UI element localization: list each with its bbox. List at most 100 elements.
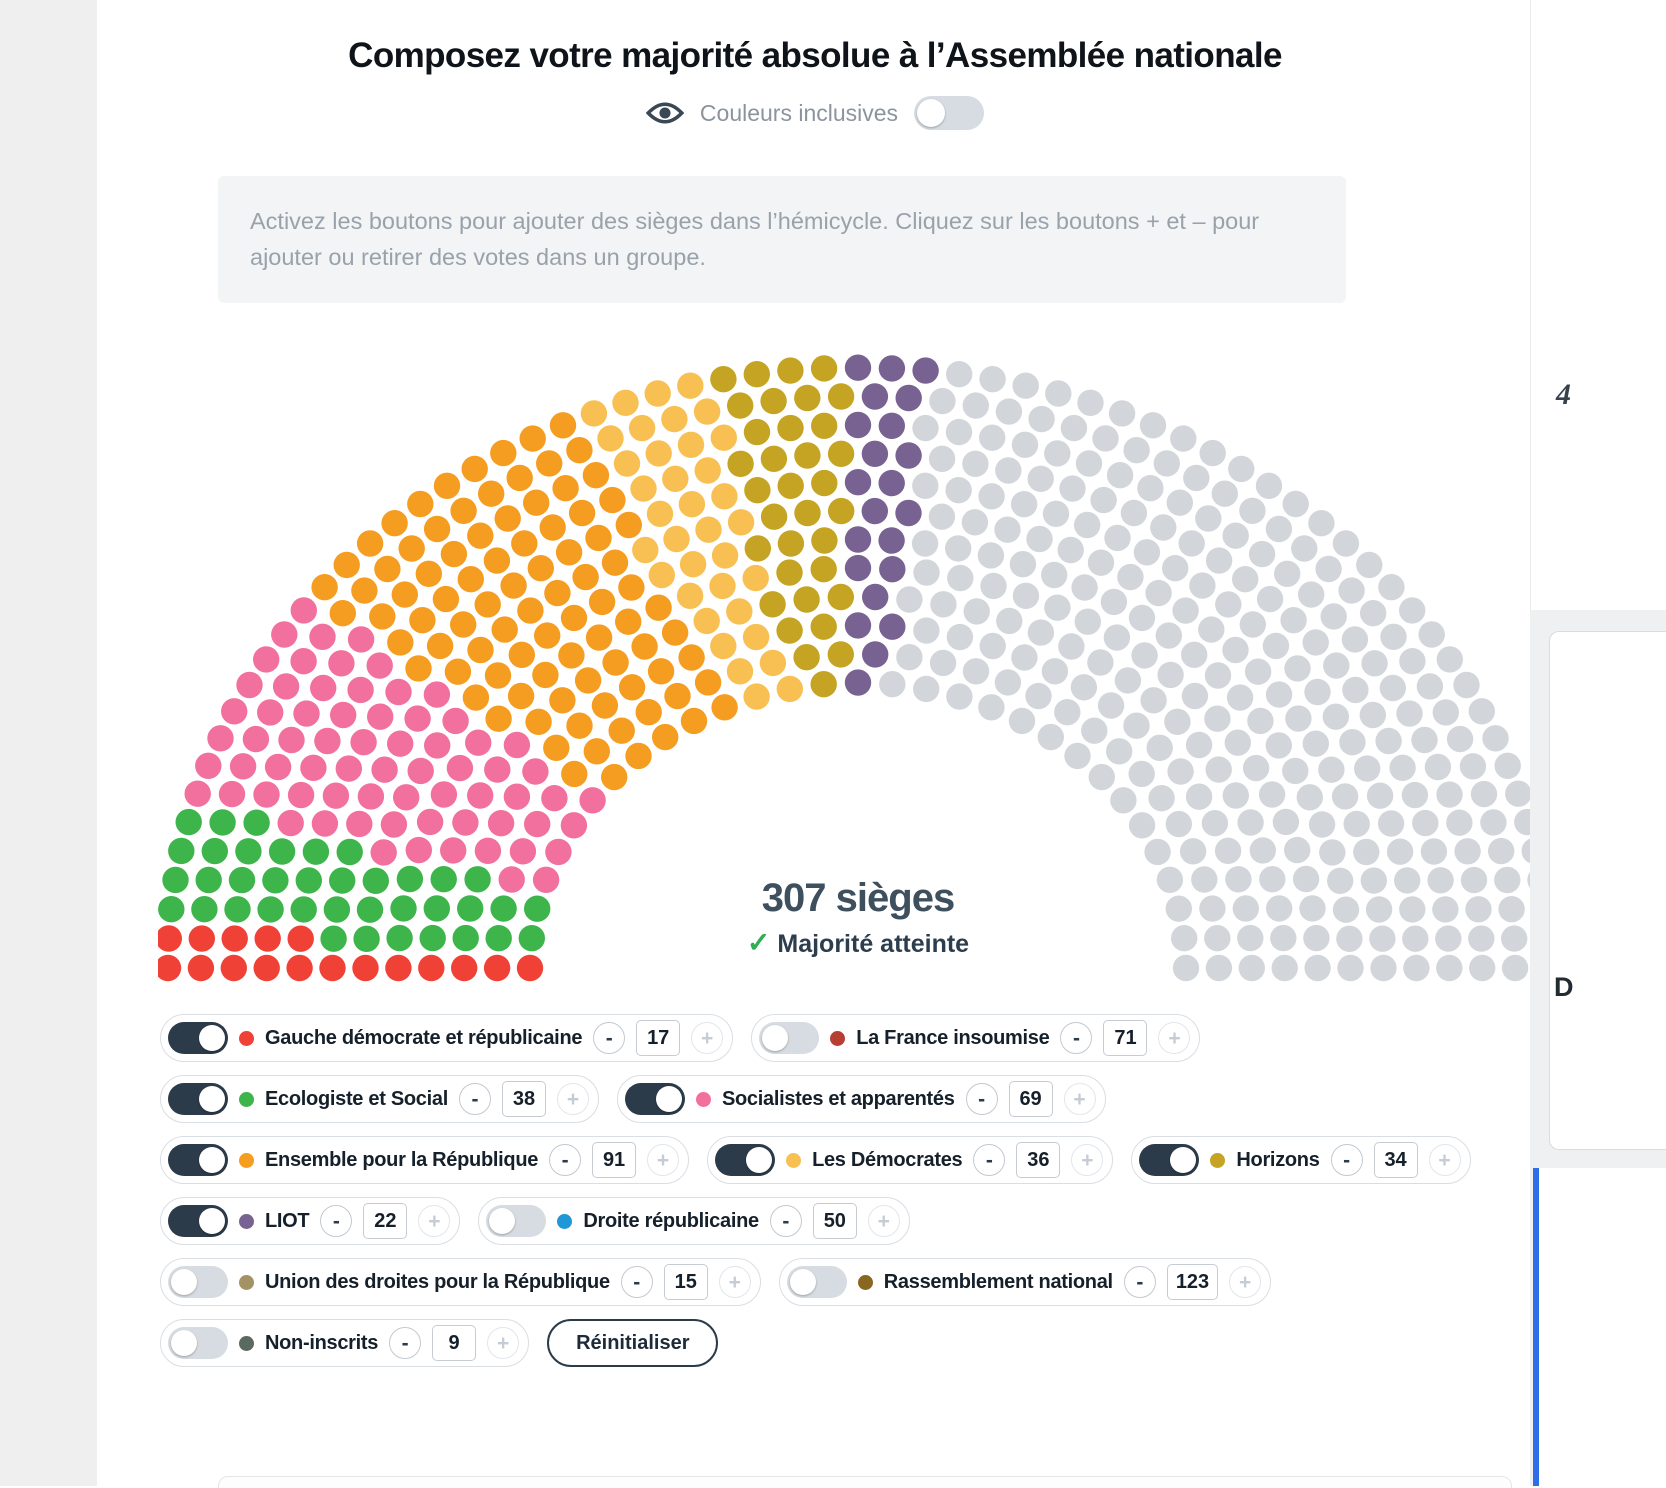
plus-button[interactable]: + — [556, 1083, 589, 1115]
group-toggle-liot[interactable] — [168, 1205, 228, 1237]
minus-button[interactable]: - — [320, 1205, 353, 1237]
seat-dot — [423, 681, 451, 708]
seat-dot — [947, 564, 974, 592]
group-toggle-udr[interactable] — [168, 1266, 228, 1298]
group-label: Non-inscrits — [265, 1331, 379, 1354]
seat-dot — [777, 472, 804, 499]
group-label: Socialistes et apparentés — [721, 1087, 955, 1110]
minus-button[interactable]: - — [1330, 1144, 1363, 1176]
plus-button[interactable]: + — [867, 1205, 900, 1237]
seat-dot — [390, 895, 417, 922]
group-toggle-rn[interactable] — [786, 1266, 847, 1298]
seat-dot — [418, 954, 445, 982]
reset-button[interactable]: Réinitialiser — [547, 1319, 719, 1367]
legend-row: Gauche démocrate et républicaine -17 + La F… — [160, 1014, 1471, 1062]
seat-dot — [694, 669, 722, 696]
seat-dot — [1427, 867, 1454, 894]
group-toggle-dem[interactable] — [715, 1144, 776, 1176]
seat-dot — [1501, 954, 1529, 982]
seat-dot — [583, 738, 610, 765]
group-control-eco: Ecologiste et Social -38 + — [160, 1075, 599, 1123]
plus-button[interactable]: + — [1428, 1144, 1461, 1176]
seat-dot — [644, 380, 671, 407]
minus-button[interactable]: - — [458, 1083, 491, 1115]
group-control-liot: LIOT -22 + — [160, 1197, 461, 1245]
group-count: 123 — [1166, 1264, 1219, 1300]
seat-dot — [1501, 925, 1528, 952]
seat-dot — [601, 549, 629, 576]
minus-button[interactable]: - — [389, 1327, 422, 1359]
minus-button[interactable]: - — [965, 1083, 998, 1115]
plus-button[interactable]: + — [487, 1327, 520, 1359]
minus-button[interactable]: - — [593, 1022, 626, 1054]
group-toggle-gdr[interactable] — [168, 1022, 228, 1054]
seat-dot — [1057, 536, 1084, 564]
seat-dot — [913, 675, 940, 703]
seat-dot — [1157, 661, 1184, 689]
seat-dot — [467, 636, 494, 664]
seat-dot — [1011, 644, 1038, 671]
group-count: 17 — [636, 1020, 681, 1056]
plus-button[interactable]: + — [418, 1205, 451, 1237]
group-count: 50 — [812, 1203, 857, 1239]
group-toggle-soc[interactable] — [624, 1083, 685, 1115]
seat-dot — [585, 624, 613, 651]
seat-dot — [362, 867, 389, 894]
minus-button[interactable]: - — [769, 1205, 802, 1237]
seat-dot — [1199, 895, 1226, 922]
seat-dot — [962, 392, 989, 419]
seat-dot — [1265, 681, 1293, 708]
seat-dot — [1494, 866, 1521, 894]
seat-dot — [662, 465, 689, 492]
legend-row: LIOT -22 + Droite républicaine -50 + — [160, 1197, 1471, 1245]
hemicycle-wrapper: 307 sièges ✓ Majorité atteinte — [158, 318, 1558, 998]
plus-button[interactable]: + — [1158, 1022, 1191, 1054]
plus-button[interactable]: + — [691, 1022, 724, 1054]
seat-dot — [1256, 585, 1284, 613]
seat-dot — [1239, 497, 1266, 524]
group-toggle-lfi[interactable] — [759, 1022, 820, 1054]
seat-dot — [661, 619, 689, 646]
minus-button[interactable]: - — [620, 1266, 653, 1298]
seat-dot — [328, 650, 355, 677]
seat-dot — [1144, 838, 1171, 866]
group-toggle-eco[interactable] — [168, 1083, 228, 1115]
seat-dot — [1436, 781, 1463, 808]
seat-dot — [264, 753, 292, 781]
seat-dot — [568, 499, 596, 527]
group-toggle-epr[interactable] — [168, 1144, 228, 1176]
group-toggle-ni[interactable] — [168, 1327, 228, 1359]
plus-button[interactable]: + — [1229, 1266, 1262, 1298]
inclusive-colors-toggle[interactable] — [914, 96, 985, 130]
group-toggle-hor[interactable] — [1139, 1144, 1200, 1176]
seat-dot — [517, 597, 544, 624]
seat-dot — [523, 489, 550, 516]
seat-dot — [440, 540, 468, 568]
seat-dot — [484, 662, 512, 689]
seat-dot — [612, 389, 639, 416]
seat-dot — [506, 464, 533, 492]
seat-dot — [351, 577, 378, 604]
seat-dot — [1361, 650, 1388, 677]
group-toggle-dr[interactable] — [486, 1205, 547, 1237]
minus-button[interactable]: - — [973, 1144, 1006, 1176]
seat-dot — [677, 431, 705, 458]
plus-button[interactable]: + — [1071, 1144, 1104, 1176]
plus-button[interactable]: + — [1063, 1083, 1096, 1115]
seat-dot — [168, 837, 195, 865]
minus-button[interactable]: - — [1060, 1022, 1093, 1054]
seat-dot — [912, 357, 939, 384]
plus-button[interactable]: + — [718, 1266, 751, 1298]
minus-button[interactable]: - — [549, 1144, 582, 1176]
seat-dot — [1386, 838, 1414, 865]
seat-dot — [1205, 954, 1233, 982]
group-control-ni: Non-inscrits -9 + — [160, 1319, 530, 1367]
seat-dot — [415, 560, 442, 587]
plus-button[interactable]: + — [647, 1144, 680, 1176]
seat-dot — [516, 954, 544, 982]
seat-dot — [978, 483, 1005, 510]
group-color-dot — [239, 1274, 254, 1290]
minus-button[interactable]: - — [1123, 1266, 1156, 1298]
seat-dot — [290, 597, 317, 624]
seat-dot — [1291, 535, 1318, 562]
